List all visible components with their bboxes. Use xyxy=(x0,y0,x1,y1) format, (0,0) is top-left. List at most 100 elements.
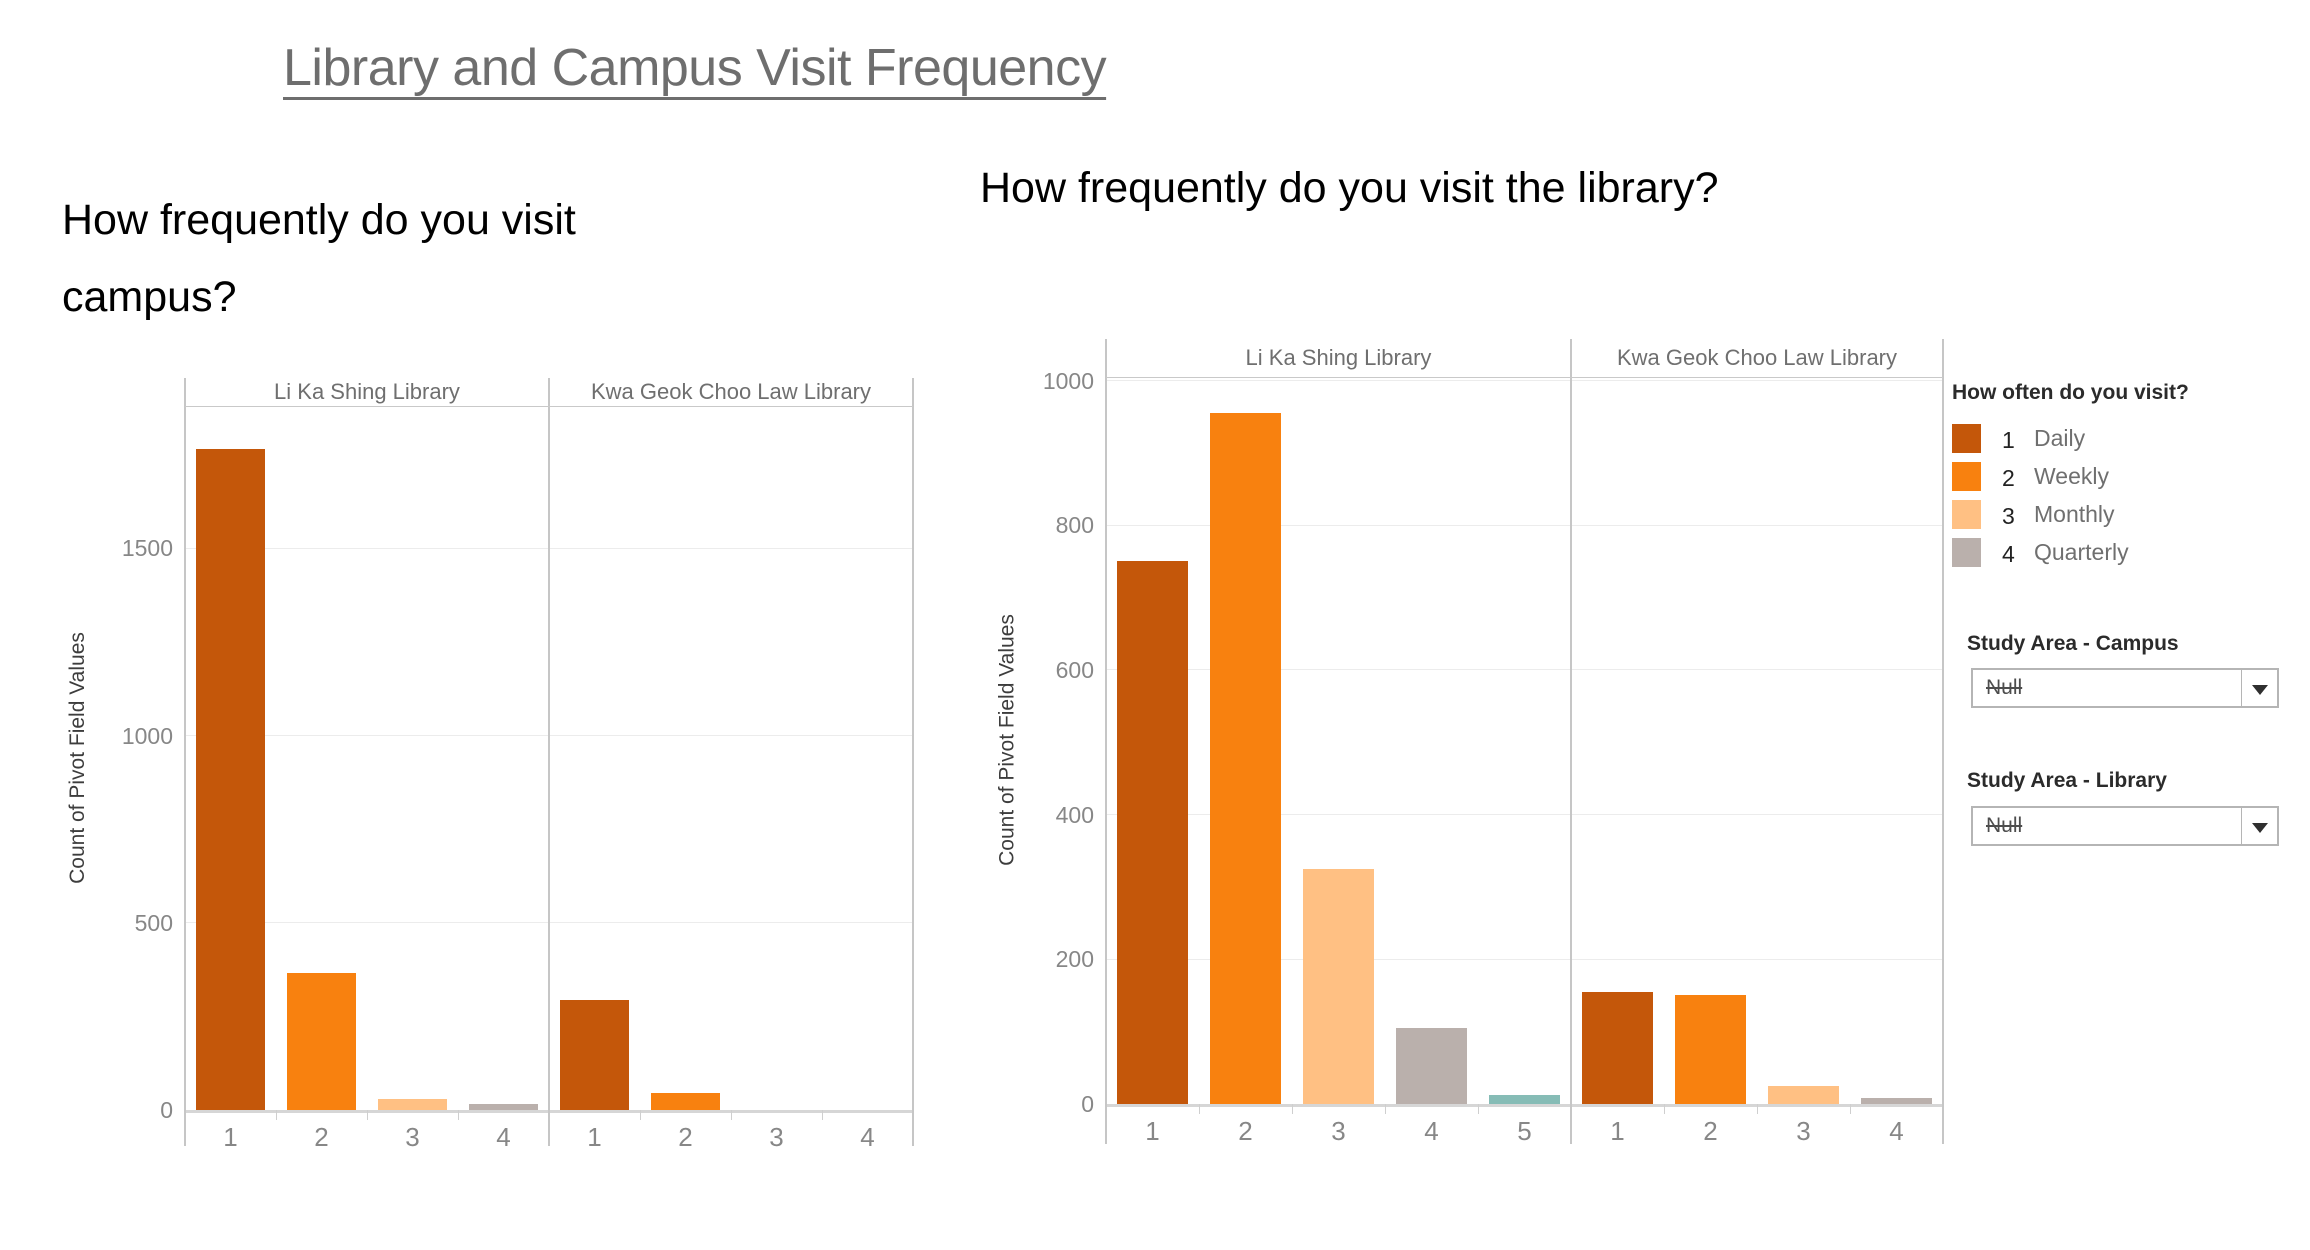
page-title: Library and Campus Visit Frequency xyxy=(283,39,1107,97)
chevron-down-icon xyxy=(2251,685,2268,695)
bar-category-2[interactable] xyxy=(1675,995,1746,1104)
x-tick-label: 1 xyxy=(1610,1116,1625,1146)
bar-category-4[interactable] xyxy=(1861,1098,1932,1104)
x-tick-label: 2 xyxy=(314,1122,329,1152)
y-tick-label: 1500 xyxy=(121,535,173,562)
legend-label: Quarterly xyxy=(2034,539,2129,565)
y-tick-label: 1000 xyxy=(1042,367,1094,394)
y-tick-label: 200 xyxy=(1055,946,1094,973)
study-area-library-dropdown[interactable]: Null xyxy=(1971,806,2279,846)
gridline xyxy=(1106,958,1943,960)
x-tick-label: 1 xyxy=(1145,1116,1160,1146)
x-tick-label: 3 xyxy=(1796,1116,1811,1146)
legend-title: How often do you visit? xyxy=(1952,381,2189,404)
x-tick-label: 4 xyxy=(1889,1116,1904,1146)
bar-category-4[interactable] xyxy=(469,1104,538,1110)
y-tick-label: 800 xyxy=(1055,512,1094,539)
study-area-campus-filter-label: Study Area - Campus xyxy=(1967,632,2179,655)
x-tick-label: 1 xyxy=(587,1122,602,1152)
panel-border xyxy=(184,378,186,1146)
x-tick-label: 3 xyxy=(405,1122,420,1152)
panel-header: Li Ka Shing Library xyxy=(274,379,460,404)
library-chart-title: How frequently do you visit the library? xyxy=(980,164,1719,212)
study-area-campus-dropdown[interactable]: Null xyxy=(1971,668,2279,708)
y-tick-label: 500 xyxy=(134,909,173,936)
x-tick-label: 3 xyxy=(1331,1116,1346,1146)
legend-swatch-daily-icon xyxy=(1952,424,1981,453)
bar-category-3[interactable] xyxy=(1768,1086,1839,1104)
header-border xyxy=(1106,377,1943,378)
legend-value: 2 xyxy=(2002,465,2015,491)
study-area-library-filter-label: Study Area - Library xyxy=(1967,769,2167,792)
axis-tick xyxy=(276,1110,277,1120)
bar-category-2[interactable] xyxy=(1210,413,1281,1104)
x-tick-label: 2 xyxy=(1703,1116,1718,1146)
header-border xyxy=(185,406,913,407)
bar-category-2[interactable] xyxy=(287,973,356,1110)
axis-tick xyxy=(822,1110,823,1120)
x-tick-label: 4 xyxy=(1424,1116,1439,1146)
gridline xyxy=(1106,814,1943,816)
bar-category-4[interactable] xyxy=(1396,1028,1467,1104)
x-tick-label: 4 xyxy=(496,1122,511,1152)
bar-category-1[interactable] xyxy=(196,449,265,1110)
bar-category-3[interactable] xyxy=(1303,869,1374,1104)
axis-tick xyxy=(458,1110,459,1120)
chevron-down-icon xyxy=(2251,823,2268,833)
y-tick-label: 600 xyxy=(1055,656,1094,683)
bar-category-1[interactable] xyxy=(1582,992,1653,1104)
bar-category-2[interactable] xyxy=(651,1093,720,1110)
panel-border xyxy=(548,378,550,1146)
axis-tick xyxy=(1199,1104,1200,1114)
axis-tick xyxy=(1664,1104,1665,1114)
x-tick-label: 5 xyxy=(1517,1116,1532,1146)
dropdown-arrow-button[interactable] xyxy=(2241,670,2277,706)
axis-tick xyxy=(1385,1104,1386,1114)
y-tick-label: 400 xyxy=(1055,801,1094,828)
axis-tick xyxy=(367,1110,368,1120)
legend-swatch-weekly-icon xyxy=(1952,462,1981,491)
dropdown-arrow-button[interactable] xyxy=(2241,808,2277,844)
legend-swatch-quarterly-icon xyxy=(1952,538,1981,567)
x-axis-line xyxy=(1106,1104,1943,1107)
x-tick-label: 2 xyxy=(1238,1116,1253,1146)
legend-label: Daily xyxy=(2034,425,2086,451)
gridline xyxy=(1106,380,1943,382)
x-tick-label: 1 xyxy=(223,1122,238,1152)
legend-label: Weekly xyxy=(2034,463,2109,489)
panel-border xyxy=(1105,339,1107,1144)
bar-category-1[interactable] xyxy=(560,1000,629,1110)
gridline xyxy=(1106,524,1943,526)
x-tick-label: 4 xyxy=(860,1122,875,1152)
y-tick-label: 0 xyxy=(1081,1091,1094,1117)
bar-category-5[interactable] xyxy=(1489,1095,1560,1104)
legend-label: Monthly xyxy=(2034,501,2115,527)
bar-category-1[interactable] xyxy=(1117,561,1188,1104)
y-tick-label: 0 xyxy=(160,1097,173,1123)
gridline xyxy=(1106,669,1943,671)
x-tick-label: 3 xyxy=(769,1122,784,1152)
study-area-library-value: Null xyxy=(1986,814,2023,837)
axis-tick xyxy=(1292,1104,1293,1114)
legend-value: 3 xyxy=(2002,503,2015,529)
legend-value: 1 xyxy=(2002,427,2015,453)
axis-tick xyxy=(1850,1104,1851,1114)
axis-tick xyxy=(731,1110,732,1120)
study-area-campus-value: Null xyxy=(1986,676,2023,699)
bar-category-3[interactable] xyxy=(378,1099,447,1110)
axis-tick xyxy=(640,1110,641,1120)
legend-value: 4 xyxy=(2002,541,2015,567)
panel-header: Kwa Geok Choo Law Library xyxy=(1616,345,1898,370)
y-tick-label: 1000 xyxy=(121,722,173,749)
panel-header: Li Ka Shing Library xyxy=(1245,345,1432,370)
panel-border xyxy=(1570,339,1572,1144)
campus-chart-title: How frequently do you visit campus? xyxy=(62,196,576,321)
axis-tick xyxy=(1478,1104,1479,1114)
axis-tick xyxy=(1757,1104,1758,1114)
panel-header: Kwa Geok Choo Law Library xyxy=(590,379,872,404)
panel-border xyxy=(1942,339,1944,1144)
x-tick-label: 2 xyxy=(678,1122,693,1152)
